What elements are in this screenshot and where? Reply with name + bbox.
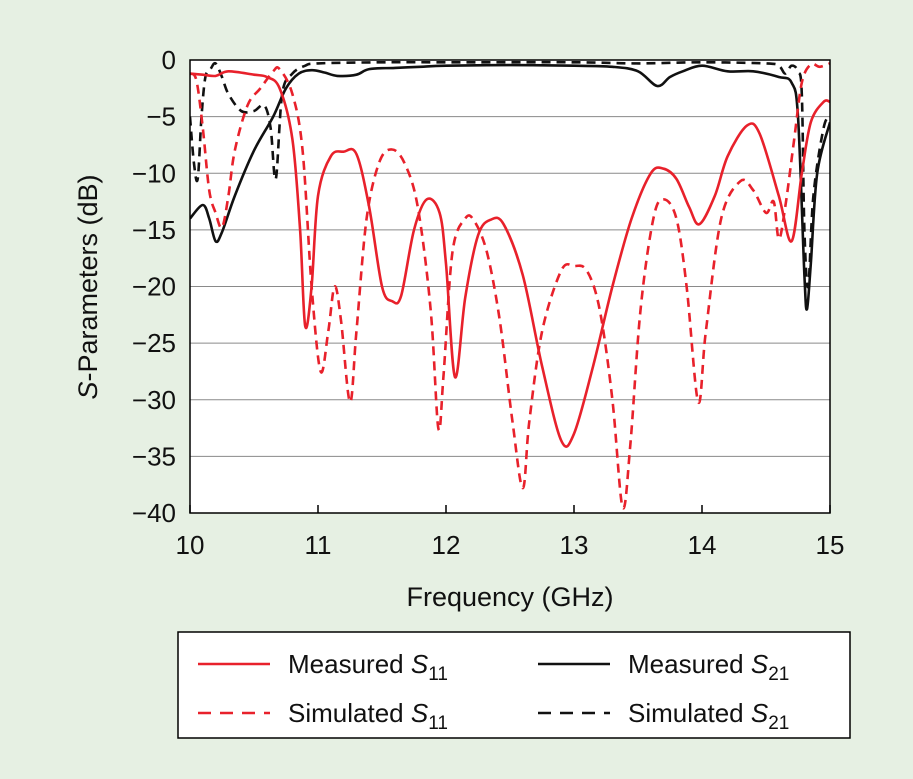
x-tick-label: 12 (432, 530, 461, 560)
series-lines (190, 60, 830, 510)
y-tick-label: −40 (132, 498, 176, 528)
series-line-measured-s11 (190, 69, 830, 448)
y-tick-label: 0 (162, 45, 176, 75)
series-line-simulated-s21 (190, 60, 830, 289)
y-tick-label: −10 (132, 158, 176, 188)
legend-box (177, 631, 851, 739)
legend: Measured S11 Measured S21 Simulated S11 Sim… (198, 649, 789, 734)
series-line-simulated-s11 (190, 62, 830, 510)
legend-label-simulated-s21: Simulated S21 (628, 698, 789, 734)
x-tick-label: 13 (560, 530, 589, 560)
x-axis-ticks: 10 11 12 13 14 15 (176, 505, 845, 560)
y-tick-label: −15 (132, 215, 176, 245)
y-tick-label: −5 (146, 102, 176, 132)
y-tick-label: −25 (132, 328, 176, 358)
y-tick-label: −30 (132, 385, 176, 415)
x-tick-label: 11 (305, 530, 332, 560)
legend-label-measured-s21: Measured S21 (628, 649, 789, 685)
series-line-measured-s21 (190, 63, 830, 311)
y-tick-label: −20 (132, 272, 176, 302)
y-tick-label: −35 (132, 441, 176, 471)
legend-label-measured-s11: Measured S11 (288, 649, 448, 685)
x-tick-label: 14 (688, 530, 717, 560)
plot-frame (189, 59, 831, 514)
x-tick-label: 15 (816, 530, 845, 560)
x-tick-label: 10 (176, 530, 205, 560)
y-axis-title: S-Parameters (dB) (73, 174, 103, 399)
legend-label-simulated-s11: Simulated S11 (288, 698, 448, 734)
y-axis-ticks: 0 −5 −10 −15 −20 −25 −30 −35 −40 (132, 45, 176, 528)
x-axis-title: Frequency (GHz) (406, 582, 613, 612)
